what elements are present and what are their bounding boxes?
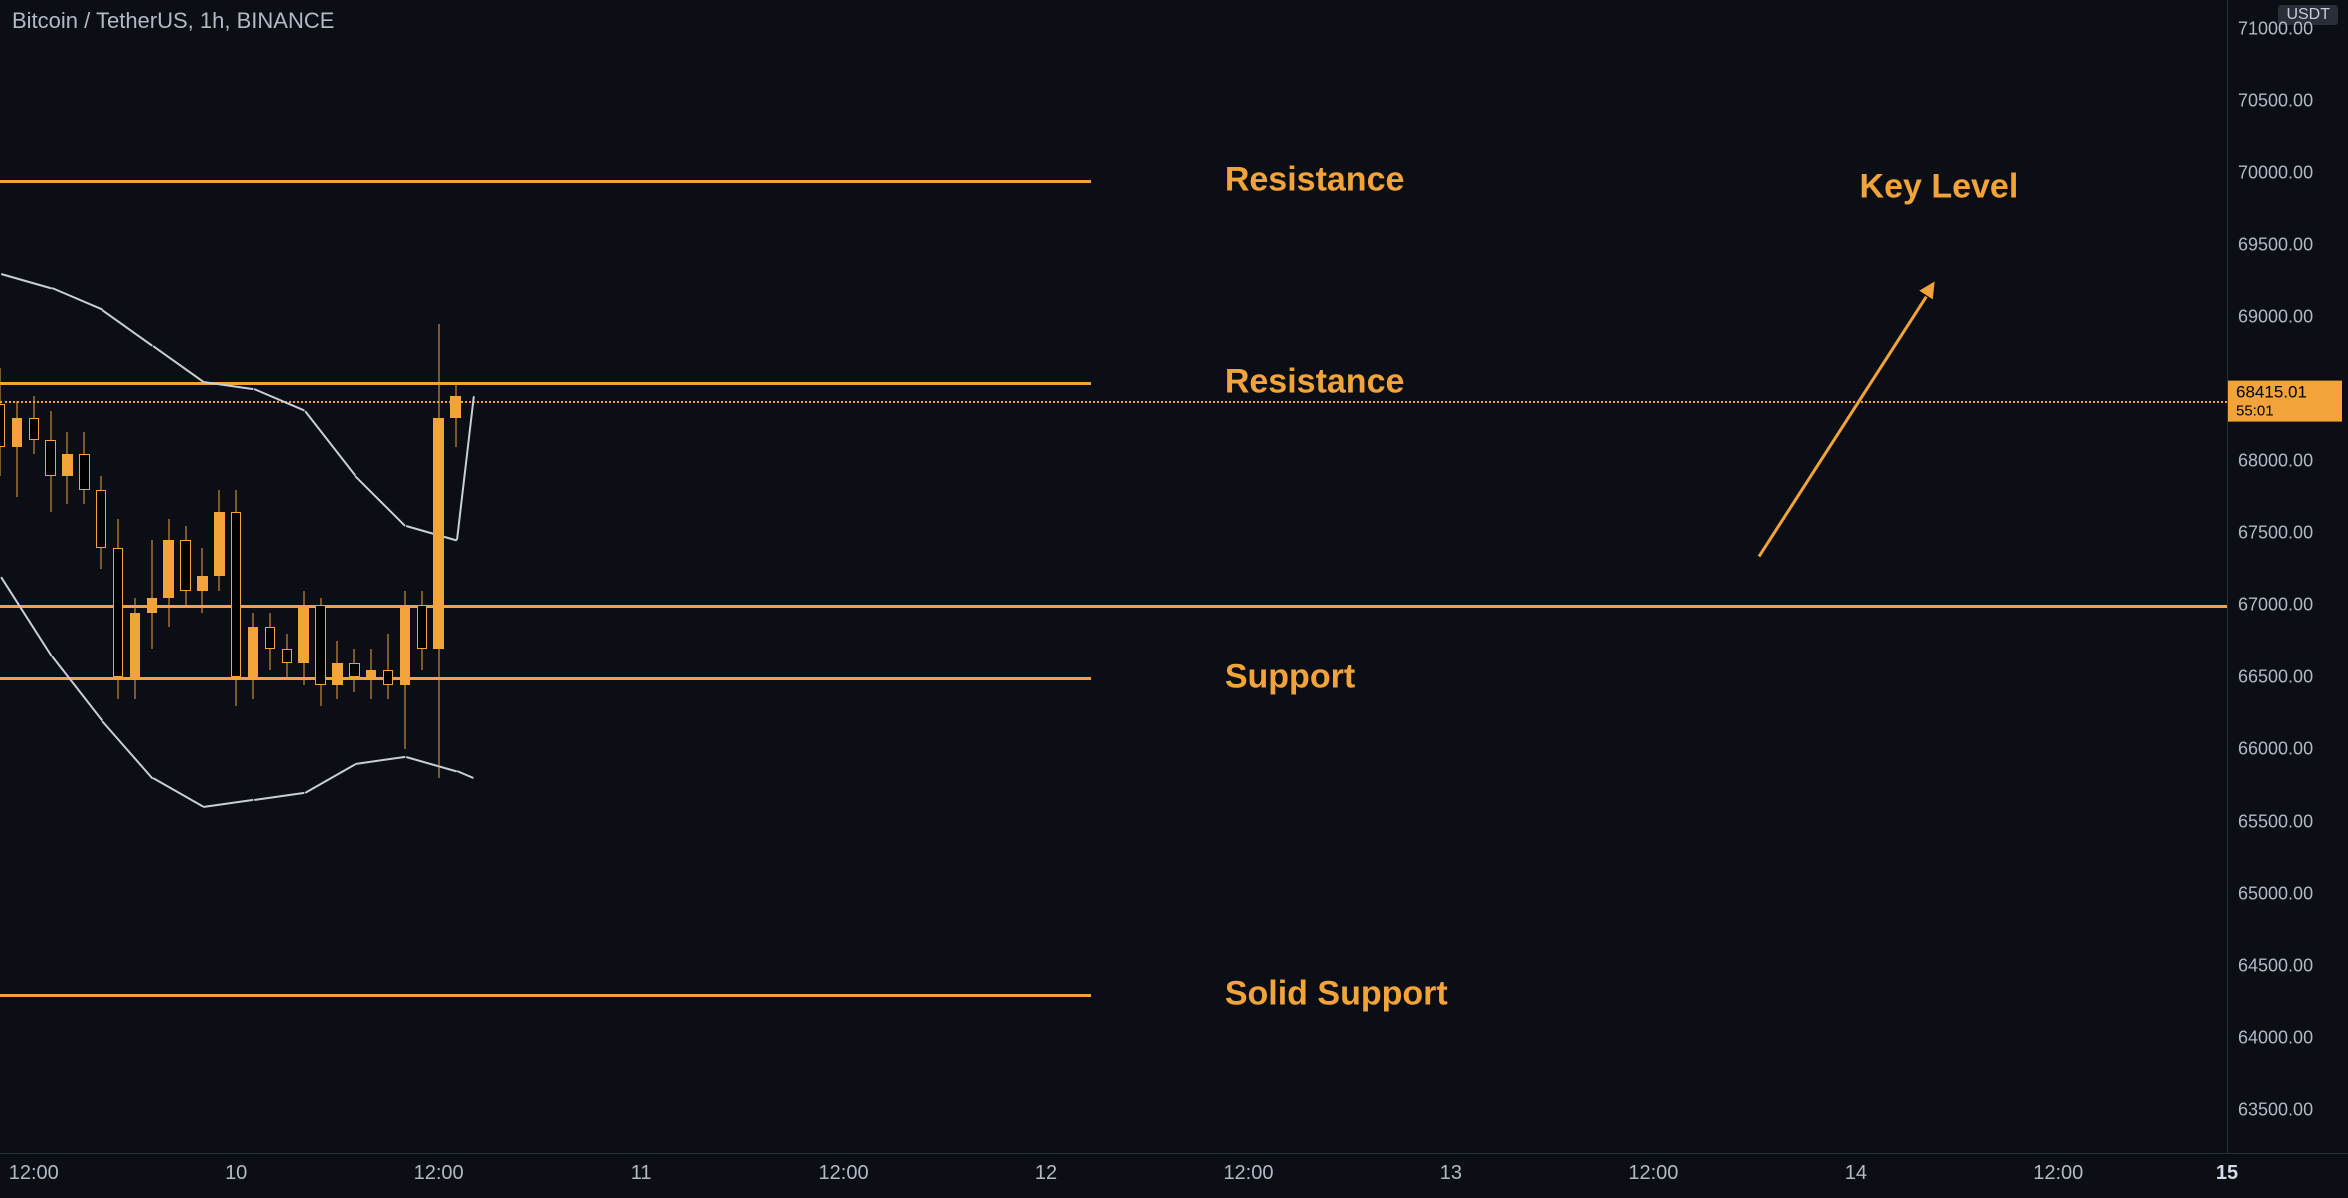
chart-root: Bitcoin / TetherUS, 1h, BINANCE Resistan… [0, 0, 2348, 1198]
candle[interactable] [12, 401, 22, 498]
current-price-line [0, 401, 2227, 403]
band-segment [304, 763, 356, 794]
x-tick: 12:00 [1628, 1162, 1678, 1185]
band-segment [456, 770, 474, 779]
candle[interactable] [282, 634, 292, 677]
plot-area[interactable]: Resistance Resistance Support Solid Support… [0, 0, 2228, 1154]
x-tick: 12:00 [1223, 1162, 1273, 1185]
candle[interactable] [332, 641, 342, 699]
candle[interactable] [265, 613, 275, 671]
y-tick: 65500.00 [2238, 811, 2313, 832]
candle[interactable] [130, 598, 140, 699]
candle[interactable] [433, 324, 443, 778]
band-segment [254, 792, 305, 801]
band-segment [152, 345, 204, 383]
x-axis[interactable]: 12:00 10 12:00 11 12:00 12 12:00 13 12:00 14 12:00… [0, 1154, 2228, 1198]
band-segment [254, 388, 305, 411]
y-tick: 70000.00 [2238, 162, 2313, 183]
band-segment [51, 655, 103, 721]
candle[interactable] [79, 432, 89, 504]
level-line[interactable] [0, 677, 1091, 680]
band-segment [355, 475, 407, 527]
band-segment [1, 273, 52, 289]
y-tick: 67500.00 [2238, 523, 2313, 544]
candle[interactable] [400, 591, 410, 750]
projection-arrow[interactable] [1758, 296, 1928, 557]
band-segment [152, 777, 204, 808]
candle[interactable] [366, 649, 376, 699]
x-tick: 12:00 [2033, 1162, 2083, 1185]
x-tick: 10 [225, 1162, 247, 1185]
level-label: Resistance [1225, 161, 1405, 200]
x-tick: 12:00 [819, 1162, 869, 1185]
candle[interactable] [163, 519, 173, 627]
candle[interactable] [96, 476, 106, 570]
x-tick: 12:00 [9, 1162, 59, 1185]
candle[interactable] [231, 490, 241, 706]
band-segment [51, 287, 102, 310]
y-tick: 64500.00 [2238, 955, 2313, 976]
candle[interactable] [62, 432, 72, 504]
level-line[interactable] [0, 382, 1091, 385]
band-segment [406, 756, 457, 772]
x-tick: 15 [2216, 1162, 2238, 1185]
level-label: Solid Support [1225, 975, 1448, 1014]
band-segment [0, 576, 52, 656]
candle[interactable] [248, 613, 258, 699]
y-tick: 69000.00 [2238, 307, 2313, 328]
arrow-head-icon [1920, 278, 1942, 300]
band-segment [406, 525, 457, 541]
band-segment [304, 410, 356, 476]
candle[interactable] [113, 519, 123, 699]
current-price-tag: 68415.0155:01 [2228, 381, 2342, 422]
chart-title: Bitcoin / TetherUS, 1h, BINANCE [12, 8, 334, 34]
y-tick: 67000.00 [2238, 595, 2313, 616]
candle[interactable] [298, 591, 308, 685]
candle[interactable] [147, 540, 157, 648]
x-tick: 14 [1845, 1162, 1867, 1185]
y-tick: 66000.00 [2238, 739, 2313, 760]
y-tick: 69500.00 [2238, 235, 2313, 256]
band-segment [102, 309, 154, 347]
y-tick: 70500.00 [2238, 90, 2313, 111]
level-line[interactable] [0, 605, 2227, 608]
level-label: Resistance [1225, 362, 1405, 401]
y-tick: 71000.00 [2238, 18, 2313, 39]
x-tick: 13 [1440, 1162, 1462, 1185]
candle[interactable] [450, 382, 460, 447]
band-segment [203, 799, 254, 808]
candle[interactable] [214, 490, 224, 591]
candle[interactable] [29, 396, 39, 454]
y-tick: 68000.00 [2238, 451, 2313, 472]
x-tick: 12 [1035, 1162, 1057, 1185]
candle[interactable] [45, 411, 55, 512]
y-tick: 65000.00 [2238, 883, 2313, 904]
key-level-label: Key Level [1860, 168, 2019, 207]
y-tick: 64000.00 [2238, 1027, 2313, 1048]
y-axis[interactable]: USDT 63500.0064000.0064500.0065000.00655… [2228, 0, 2348, 1154]
x-tick: 11 [631, 1162, 652, 1185]
band-segment [355, 756, 406, 765]
x-tick: 12:00 [414, 1162, 464, 1185]
candle[interactable] [0, 368, 5, 476]
candle[interactable] [417, 591, 427, 670]
level-label: Support [1225, 658, 1355, 697]
candle[interactable] [197, 548, 207, 613]
candle[interactable] [349, 649, 359, 692]
y-tick: 66500.00 [2238, 667, 2313, 688]
y-tick: 63500.00 [2238, 1099, 2313, 1120]
level-line[interactable] [0, 180, 1091, 183]
band-segment [101, 720, 153, 779]
candle[interactable] [315, 598, 325, 706]
candle[interactable] [383, 634, 393, 699]
candle[interactable] [180, 526, 190, 605]
level-line[interactable] [0, 994, 1091, 997]
